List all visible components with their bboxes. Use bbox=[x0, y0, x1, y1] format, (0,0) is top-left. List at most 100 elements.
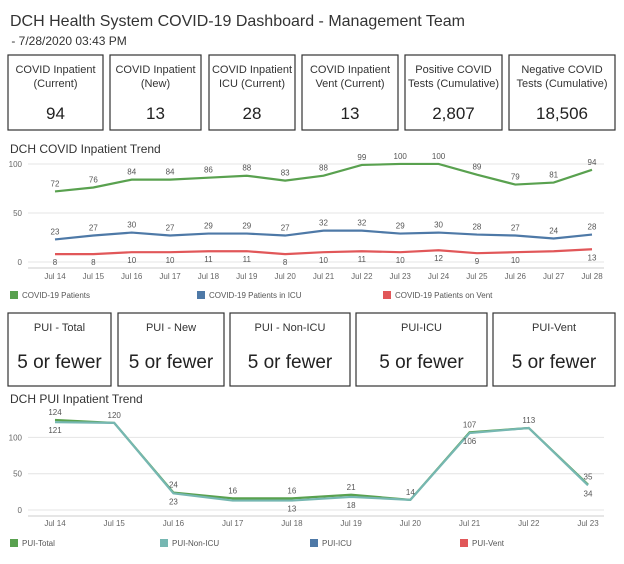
data-label: 21 bbox=[347, 483, 356, 492]
y-tick-label: 50 bbox=[13, 209, 22, 218]
pui-title: PUI - Total bbox=[34, 322, 85, 334]
pui-title: PUI-Vent bbox=[532, 322, 576, 334]
data-label: 27 bbox=[511, 224, 520, 233]
kpi-title: Negative COVID bbox=[521, 64, 602, 76]
legend-swatch bbox=[383, 291, 391, 299]
data-label: 120 bbox=[108, 411, 122, 420]
data-label: 35 bbox=[584, 473, 593, 482]
kpi-card bbox=[109, 54, 202, 131]
kpi-card bbox=[7, 54, 104, 131]
kpi-value: 94 bbox=[46, 104, 65, 123]
data-label: 83 bbox=[281, 169, 290, 178]
data-label: 11 bbox=[243, 255, 252, 264]
x-tick-label: Jul 15 bbox=[104, 519, 126, 528]
x-tick-label: Jul 23 bbox=[390, 272, 412, 281]
kpi-title: COVID Inpatient bbox=[212, 64, 292, 76]
kpi-card bbox=[301, 54, 399, 131]
kpi-title: (Current) bbox=[33, 78, 77, 90]
legend-label: COVID-19 Patients bbox=[22, 291, 90, 300]
x-tick-label: Jul 18 bbox=[198, 272, 220, 281]
pui-card bbox=[117, 312, 225, 387]
data-label: 100 bbox=[394, 152, 408, 161]
x-tick-label: Jul 21 bbox=[313, 272, 335, 281]
pui-card bbox=[492, 312, 616, 387]
data-label: 124 bbox=[48, 408, 62, 417]
data-label: 13 bbox=[588, 253, 597, 262]
x-tick-label: Jul 20 bbox=[400, 519, 422, 528]
y-tick-label: 100 bbox=[9, 160, 23, 169]
data-label: 29 bbox=[204, 222, 213, 231]
x-tick-label: Jul 17 bbox=[222, 519, 244, 528]
x-tick-label: Jul 15 bbox=[83, 272, 105, 281]
x-tick-label: Jul 24 bbox=[428, 272, 450, 281]
legend-swatch bbox=[160, 539, 168, 547]
pui-value: 5 or fewer bbox=[129, 352, 214, 373]
pui-title: PUI - New bbox=[146, 322, 196, 334]
kpi-value: 18,506 bbox=[536, 104, 588, 123]
x-tick-label: Jul 26 bbox=[505, 272, 527, 281]
legend-label: PUI-Non-ICU bbox=[172, 539, 219, 548]
x-tick-label: Jul 25 bbox=[466, 272, 488, 281]
data-label: 107 bbox=[463, 420, 477, 429]
x-tick-label: Jul 14 bbox=[44, 272, 66, 281]
x-tick-label: Jul 23 bbox=[577, 519, 599, 528]
data-label: 23 bbox=[51, 227, 60, 236]
data-label: 24 bbox=[169, 481, 178, 490]
data-label: 106 bbox=[463, 437, 477, 446]
kpi-value: 13 bbox=[146, 104, 165, 123]
data-label: 24 bbox=[549, 226, 558, 235]
kpi-card bbox=[208, 54, 296, 131]
x-tick-label: Jul 16 bbox=[163, 519, 185, 528]
series-line bbox=[54, 229, 593, 241]
data-label: 79 bbox=[511, 173, 520, 182]
pui-value: 5 or fewer bbox=[17, 352, 102, 373]
series-line bbox=[55, 248, 593, 256]
legend-swatch bbox=[310, 539, 318, 547]
data-label: 32 bbox=[319, 219, 328, 228]
kpi-title: Tests (Cumulative) bbox=[408, 78, 499, 90]
data-label: 88 bbox=[319, 164, 328, 173]
dashboard-subtitle: - 7/28/2020 03:43 PM bbox=[8, 34, 127, 48]
kpi-title: COVID Inpatient bbox=[310, 64, 390, 76]
data-label: 10 bbox=[396, 256, 405, 265]
x-tick-label: Jul 17 bbox=[159, 272, 181, 281]
legend-label: PUI-ICU bbox=[322, 539, 352, 548]
pui-title: PUI - Non-ICU bbox=[255, 322, 326, 334]
data-label: 81 bbox=[549, 171, 558, 180]
data-label: 76 bbox=[89, 175, 98, 184]
x-tick-label: Jul 21 bbox=[459, 519, 481, 528]
pui-card bbox=[229, 312, 351, 387]
pui-title: PUI-ICU bbox=[401, 322, 442, 334]
data-label: 113 bbox=[522, 416, 535, 425]
data-label: 23 bbox=[169, 497, 178, 506]
legend-label: COVID-19 Patients on Vent bbox=[395, 291, 493, 300]
chart-title: DCH PUI Inpatient Trend bbox=[10, 392, 143, 406]
data-label: 8 bbox=[53, 258, 58, 267]
data-label: 9 bbox=[475, 257, 480, 266]
data-label: 89 bbox=[472, 163, 481, 172]
kpi-title: Positive COVID bbox=[415, 64, 491, 76]
y-tick-label: 50 bbox=[13, 470, 22, 479]
data-label: 72 bbox=[51, 179, 60, 188]
data-label: 84 bbox=[127, 168, 136, 177]
legend-label: COVID-19 Patients in ICU bbox=[209, 291, 302, 300]
kpi-title: COVID Inpatient bbox=[115, 64, 195, 76]
kpi-title: ICU (Current) bbox=[219, 78, 285, 90]
kpi-title: COVID Inpatient bbox=[15, 64, 95, 76]
kpi-value: 2,807 bbox=[432, 104, 475, 123]
data-label: 18 bbox=[347, 501, 356, 510]
data-label: 99 bbox=[357, 153, 366, 162]
data-label: 121 bbox=[48, 426, 62, 435]
pui-value: 5 or fewer bbox=[248, 352, 333, 373]
data-label: 86 bbox=[204, 166, 213, 175]
data-label: 29 bbox=[242, 222, 251, 231]
x-tick-label: Jul 22 bbox=[351, 272, 373, 281]
data-label: 94 bbox=[588, 158, 597, 167]
kpi-value: 13 bbox=[341, 104, 360, 123]
x-tick-label: Jul 18 bbox=[281, 519, 303, 528]
data-label: 10 bbox=[166, 256, 175, 265]
dashboard-title: DCH Health System COVID-19 Dashboard - M… bbox=[10, 13, 465, 30]
kpi-title: (New) bbox=[141, 78, 170, 90]
data-label: 10 bbox=[127, 256, 136, 265]
